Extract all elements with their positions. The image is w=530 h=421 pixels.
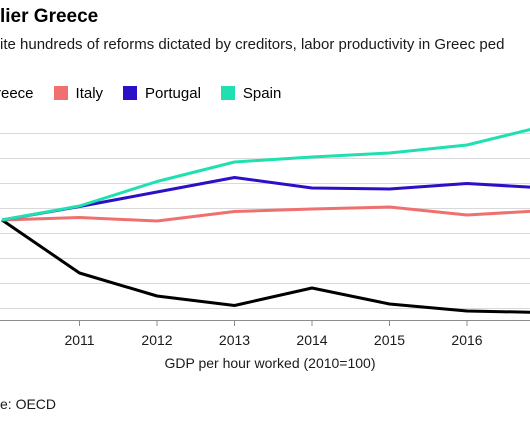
chart-subtitle: ite hundreds of reforms dictated by cred… [0,36,505,53]
series-line-spain [1,128,530,222]
chart-title: lier Greece [0,6,99,27]
legend-swatch-portugal [123,86,138,100]
legend-item-greece: reece [0,85,34,102]
gridlines [0,133,530,321]
legend-swatch-italy [53,86,68,100]
legend-item-italy: Italy [53,84,104,102]
legend-label-italy: Italy [75,84,104,102]
series-line-reece [1,218,530,314]
x-tick-label: 2015 [374,332,405,348]
legend: reece Italy Portugal Spain [0,84,301,102]
legend-swatch-spain [220,86,235,100]
x-tick-label: 2011 [64,332,94,348]
x-tick-label: 2012 [141,332,172,348]
series-lines [1,128,530,314]
legend-item-portugal: Portugal [123,85,201,102]
series-line-portugal [1,176,530,222]
x-axis-label: GDP per hour worked (2010=100) [164,355,375,371]
legend-label-greece: reece [0,84,34,102]
series-line-italy [1,205,530,223]
x-axis-ticks: 201120122013201420152016201 [64,320,483,348]
x-tick-label: 2016 [451,332,482,348]
legend-label-portugal: Portugal [145,84,201,102]
legend-item-spain: Spain [220,84,282,102]
source-note: e: OECD [0,396,57,412]
x-tick-label: 2014 [296,332,327,348]
x-tick-label: 2013 [219,332,250,348]
legend-label-spain: Spain [242,84,282,102]
